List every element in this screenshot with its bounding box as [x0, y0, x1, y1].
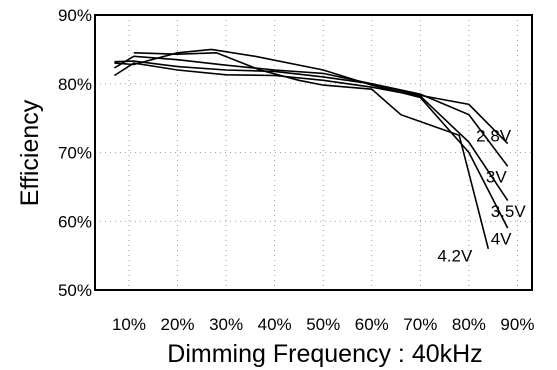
series-labels: 2.8V 3V 3.5V 4V 4.2V	[437, 126, 526, 265]
y-tick-label: 50%	[58, 281, 92, 300]
series-line-4V	[114, 48, 509, 229]
x-axis-title: Dimming Frequency : 40kHz	[167, 340, 482, 368]
x-tick-label: 40%	[258, 315, 292, 334]
x-tick-label: 80%	[452, 315, 486, 334]
series-lines	[113, 48, 509, 249]
series-line-4.2V	[133, 51, 490, 249]
series-label-4V: 4V	[491, 229, 512, 248]
y-tick-label: 80%	[58, 75, 92, 94]
y-tick-label: 90%	[58, 6, 92, 25]
series-line-3.5V	[113, 62, 509, 202]
series-label-3V: 3V	[486, 168, 507, 187]
series-label-4.2V: 4.2V	[437, 247, 473, 266]
x-tick-label: 10%	[112, 315, 146, 334]
x-tick-label: 60%	[355, 315, 389, 334]
plot-frame	[94, 14, 533, 291]
x-tick-label: 20%	[161, 315, 195, 334]
series-line-3V	[114, 60, 509, 167]
x-tick-label: 50%	[306, 315, 340, 334]
x-tick-label: 30%	[209, 315, 243, 334]
x-tick-label: 70%	[403, 315, 437, 334]
y-tick-label: 70%	[58, 144, 92, 163]
series-label-3.5V: 3.5V	[491, 202, 527, 221]
y-axis-ticks: 50% 60% 70% 80% 90%	[58, 6, 92, 300]
x-tick-label: 90%	[500, 315, 534, 334]
series-label-2.8V: 2.8V	[476, 126, 512, 145]
x-axis-ticks: 10% 20% 30% 40% 50% 60% 70% 80% 90%	[112, 315, 534, 334]
y-axis-title: Efficiency	[16, 99, 44, 206]
y-tick-label: 60%	[58, 212, 92, 231]
